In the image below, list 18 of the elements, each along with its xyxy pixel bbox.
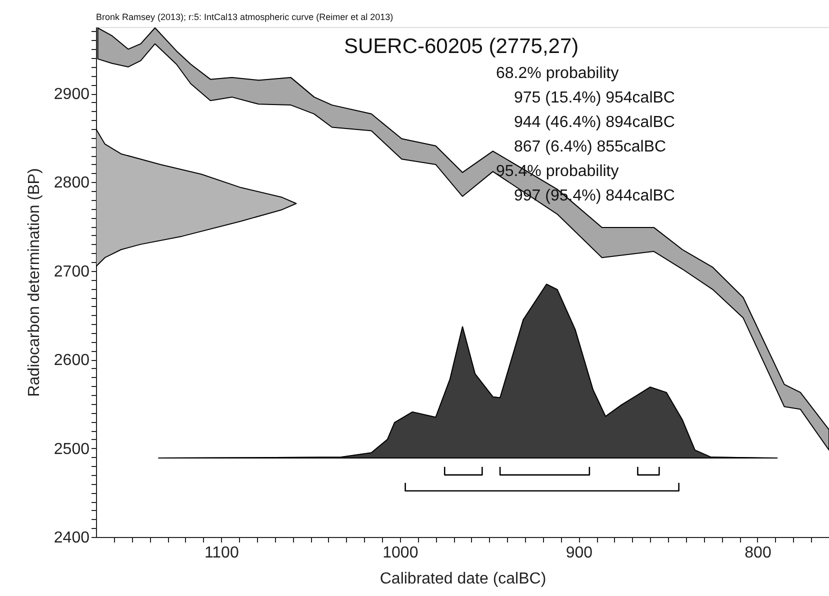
annotation: 867 (6.4%) 855calBC bbox=[514, 138, 666, 156]
x-tick-label: 1000 bbox=[382, 544, 418, 562]
y-axis-title: Radiocarbon determination (BP) bbox=[26, 168, 43, 397]
x-tick-label: 1100 bbox=[204, 544, 239, 562]
y-tick-label: 2700 bbox=[54, 263, 90, 280]
annotation: 944 (46.4%) 894calBC bbox=[514, 114, 675, 131]
y-tick-label: 2500 bbox=[54, 440, 90, 458]
y-tick-label: 2900 bbox=[54, 86, 90, 104]
chart-title: SUERC-60205 (2775,27) bbox=[344, 35, 579, 58]
annotation: 975 (15.4%) 954calBC bbox=[514, 90, 675, 106]
y-tick-label: 2400 bbox=[54, 530, 90, 546]
text: Bronk Ramsey (2013); r:5: IntCal13 atmospheric curve (Reimer et al 2013) bbox=[96, 12, 394, 22]
x-axis-title: Calibrated date (calBC) bbox=[380, 570, 546, 588]
annotation: 68.2% probability bbox=[496, 65, 619, 82]
x-tick-label: 900 bbox=[566, 544, 593, 562]
y-tick-label: 2600 bbox=[54, 352, 90, 370]
y-tick-label: 2800 bbox=[54, 174, 90, 192]
x-tick-label: 800 bbox=[744, 544, 772, 562]
